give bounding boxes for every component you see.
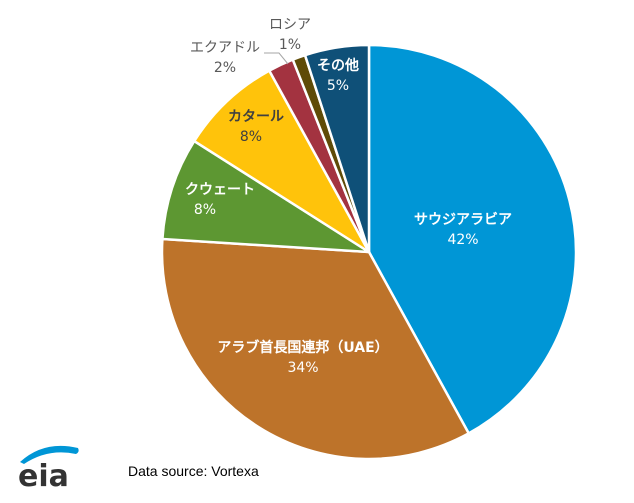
label-uae: アラブ首長国連邦（UAE） 34% bbox=[217, 338, 388, 378]
pie-slice-0 bbox=[367, 43, 578, 436]
slice-name: ロシア bbox=[269, 17, 311, 33]
pie-slice-3 bbox=[192, 68, 371, 254]
pie-slice-2 bbox=[161, 139, 370, 254]
slice-value: 2% bbox=[213, 60, 237, 76]
pie-slice-1 bbox=[160, 237, 471, 461]
slice-name: サウジアラビア bbox=[414, 212, 512, 228]
slice-value: 8% bbox=[239, 129, 263, 145]
slice-name: アラブ首長国連邦（UAE） bbox=[217, 340, 389, 356]
slice-value: 1% bbox=[278, 37, 302, 53]
slice-value: 5% bbox=[326, 78, 350, 94]
svg-text:eia: eia bbox=[18, 459, 69, 490]
label-kuwait: クウェート 8% bbox=[185, 180, 255, 220]
label-saudi: サウジアラビア 42% bbox=[414, 210, 512, 250]
slice-value: 8% bbox=[193, 202, 217, 218]
label-qatar: カタール 8% bbox=[228, 107, 284, 147]
slice-value: 42% bbox=[447, 232, 479, 248]
label-ecuador: エクアドル 2% bbox=[190, 38, 260, 78]
data-source: Data source: Vortexa bbox=[128, 463, 259, 479]
label-others: その他 5% bbox=[317, 56, 359, 96]
slice-name: エクアドル bbox=[190, 40, 260, 56]
slice-name: カタール bbox=[228, 109, 284, 125]
pie-slice-6 bbox=[303, 43, 371, 253]
slice-name: その他 bbox=[317, 58, 359, 74]
slice-name: クウェート bbox=[185, 182, 255, 198]
slice-value: 34% bbox=[287, 360, 319, 376]
leader-line bbox=[264, 52, 289, 65]
label-russia: ロシア 1% bbox=[269, 15, 311, 55]
eia-logo: eia bbox=[18, 445, 79, 490]
